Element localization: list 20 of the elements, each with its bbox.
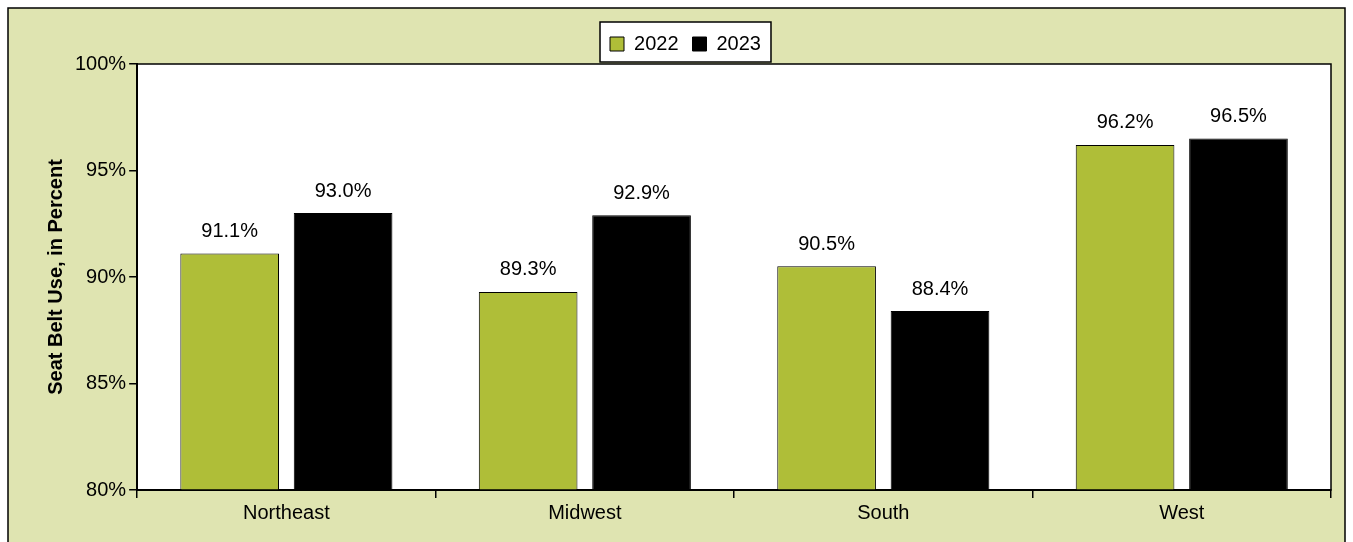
y-axis-title: Seat Belt Use, in Percent (43, 158, 66, 395)
data-label: 92.9% (613, 180, 671, 203)
data-label: 88.4% (911, 276, 969, 299)
y-tick-label: 80% (86, 477, 127, 500)
data-label: 96.2% (1096, 110, 1154, 133)
data-label: 91.1% (201, 219, 259, 242)
data-label: 93.0% (314, 178, 372, 201)
y-tick-label: 85% (86, 371, 127, 394)
x-tick-label: West (1159, 500, 1205, 523)
data-label: 96.5% (1210, 104, 1268, 127)
y-tick-label: 90% (86, 264, 127, 287)
legend-label: 2022 (634, 31, 679, 54)
data-label: 89.3% (499, 257, 557, 280)
y-tick-label: 95% (86, 158, 127, 181)
x-tick-label: Midwest (548, 500, 622, 523)
data-label: 90.5% (798, 231, 856, 254)
y-tick-label: 100% (75, 51, 127, 74)
x-tick-label: Northeast (243, 500, 331, 523)
legend-label: 2023 (716, 31, 761, 54)
x-tick-label: South (857, 500, 910, 523)
